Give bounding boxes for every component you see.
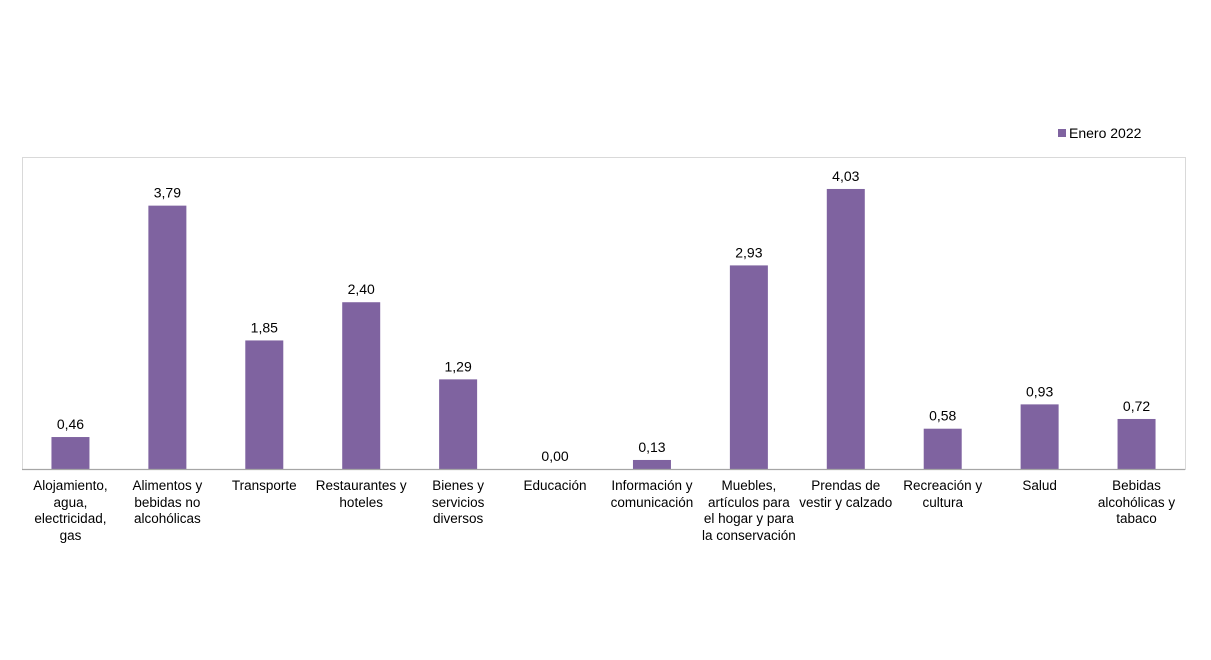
category-label: Transporte	[231, 478, 297, 493]
bar	[923, 428, 962, 469]
category-label: Alojamiento, agua, electricidad, gas	[33, 478, 108, 543]
category-label: Bienes y servicios diversos	[431, 478, 485, 526]
data-label: 2,93	[735, 244, 762, 260]
data-label: 3,79	[154, 185, 181, 201]
data-label: 0,72	[1123, 398, 1150, 414]
legend-swatch	[1058, 129, 1066, 137]
category-label: Alimentos y bebidas no alcohólicas	[132, 478, 203, 526]
bar	[245, 340, 284, 469]
bar	[1020, 404, 1059, 469]
category-label: Bebidas alcohólicas y tabaco	[1097, 478, 1176, 526]
legend-label: Enero 2022	[1069, 125, 1142, 141]
data-label: 2,40	[348, 281, 375, 297]
category-label: Educación	[523, 478, 587, 493]
data-label: 4,03	[832, 168, 859, 184]
category-label: Salud	[1022, 478, 1057, 493]
category-label: Recreación y cultura	[903, 478, 983, 510]
data-label: 0,46	[57, 416, 84, 432]
bar	[632, 459, 671, 469]
data-label: 1,85	[251, 319, 278, 335]
data-label: 0,93	[1026, 383, 1053, 399]
category-label: Información y comunicación	[610, 478, 694, 510]
category-label: Muebles, artículos para el hogar y para …	[701, 478, 796, 543]
data-label: 0,13	[638, 439, 665, 455]
plot-area	[22, 157, 1186, 470]
legend: Enero 2022	[1058, 125, 1141, 141]
bar	[439, 379, 478, 469]
bar	[729, 265, 768, 469]
bar	[1117, 418, 1156, 469]
bar	[826, 188, 865, 470]
category-label: Restaurantes y hoteles	[315, 478, 407, 510]
bar	[342, 302, 381, 469]
bar	[148, 205, 187, 469]
data-label: 1,29	[445, 358, 472, 374]
category-label: Prendas de vestir y calzado	[799, 478, 893, 510]
data-label: 0,58	[929, 408, 956, 424]
data-label: 0,00	[541, 448, 568, 464]
bar	[51, 437, 90, 469]
